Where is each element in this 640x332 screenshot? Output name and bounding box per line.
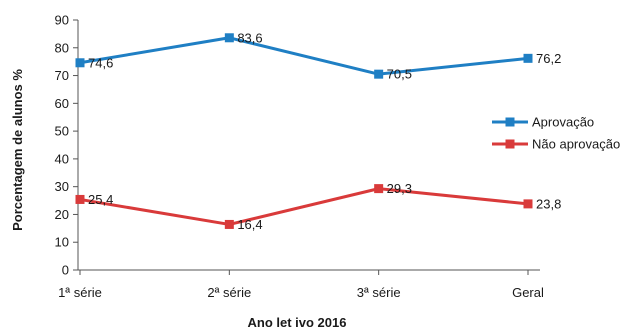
legend-marker bbox=[505, 139, 515, 149]
y-tick-label: 80 bbox=[55, 40, 69, 55]
x-tick-label: 2ª série bbox=[207, 285, 251, 300]
data-point bbox=[374, 184, 384, 194]
legend-item: Não aprovação bbox=[492, 137, 620, 152]
legend-item: Aprovação bbox=[492, 115, 594, 130]
data-point bbox=[224, 219, 234, 229]
x-tick-label: Geral bbox=[512, 285, 544, 300]
data-point bbox=[224, 33, 234, 43]
data-point bbox=[523, 199, 533, 209]
legend-label: Não aprovação bbox=[532, 137, 620, 152]
data-label: 74,6 bbox=[88, 55, 113, 70]
data-point bbox=[75, 58, 85, 68]
x-tick-label: 1ª série bbox=[58, 285, 102, 300]
series-line bbox=[79, 36, 529, 76]
y-tick-label: 90 bbox=[55, 13, 69, 28]
y-tick-label: 60 bbox=[55, 96, 69, 111]
series-1: 74,6 83,6 70,5 76,2 bbox=[75, 30, 561, 82]
data-label: 70,5 bbox=[387, 67, 412, 82]
data-label: 76,2 bbox=[536, 51, 561, 66]
x-axis-title: Ano let ivo 2016 bbox=[248, 315, 347, 330]
y-tick-label: 10 bbox=[55, 235, 69, 250]
legend-label: Aprovação bbox=[532, 115, 594, 130]
data-label: 23,8 bbox=[536, 196, 561, 211]
axes: 0 10 20 30 40 50 60 70 80 90 1ª série 2ª série 3ª sé… bbox=[55, 13, 544, 301]
data-point bbox=[523, 53, 533, 63]
series-2: 25,4 16,4 29,3 23,8 bbox=[75, 181, 561, 232]
data-label: 83,6 bbox=[237, 30, 262, 45]
y-axis-title: Porcentagem de alunos % bbox=[10, 69, 25, 231]
y-tick-label: 20 bbox=[55, 207, 69, 222]
series-layer: 74,6 83,6 70,5 76,2 25,4 16,4 29,3 23,8 bbox=[75, 30, 561, 232]
data-point bbox=[374, 69, 384, 79]
y-tick-label: 70 bbox=[55, 68, 69, 83]
data-point bbox=[75, 194, 85, 204]
x-tick-label: 3ª série bbox=[357, 285, 401, 300]
y-tick-label: 0 bbox=[62, 263, 69, 278]
y-tick-label: 40 bbox=[55, 151, 69, 166]
series-line bbox=[79, 187, 529, 226]
data-label: 16,4 bbox=[237, 217, 262, 232]
data-label: 25,4 bbox=[88, 192, 113, 207]
y-tick-label: 30 bbox=[55, 179, 69, 194]
data-label: 29,3 bbox=[387, 181, 412, 196]
legend: Aprovação Não aprovação bbox=[492, 115, 620, 152]
legend-marker bbox=[505, 117, 515, 127]
y-tick-label: 50 bbox=[55, 124, 69, 139]
